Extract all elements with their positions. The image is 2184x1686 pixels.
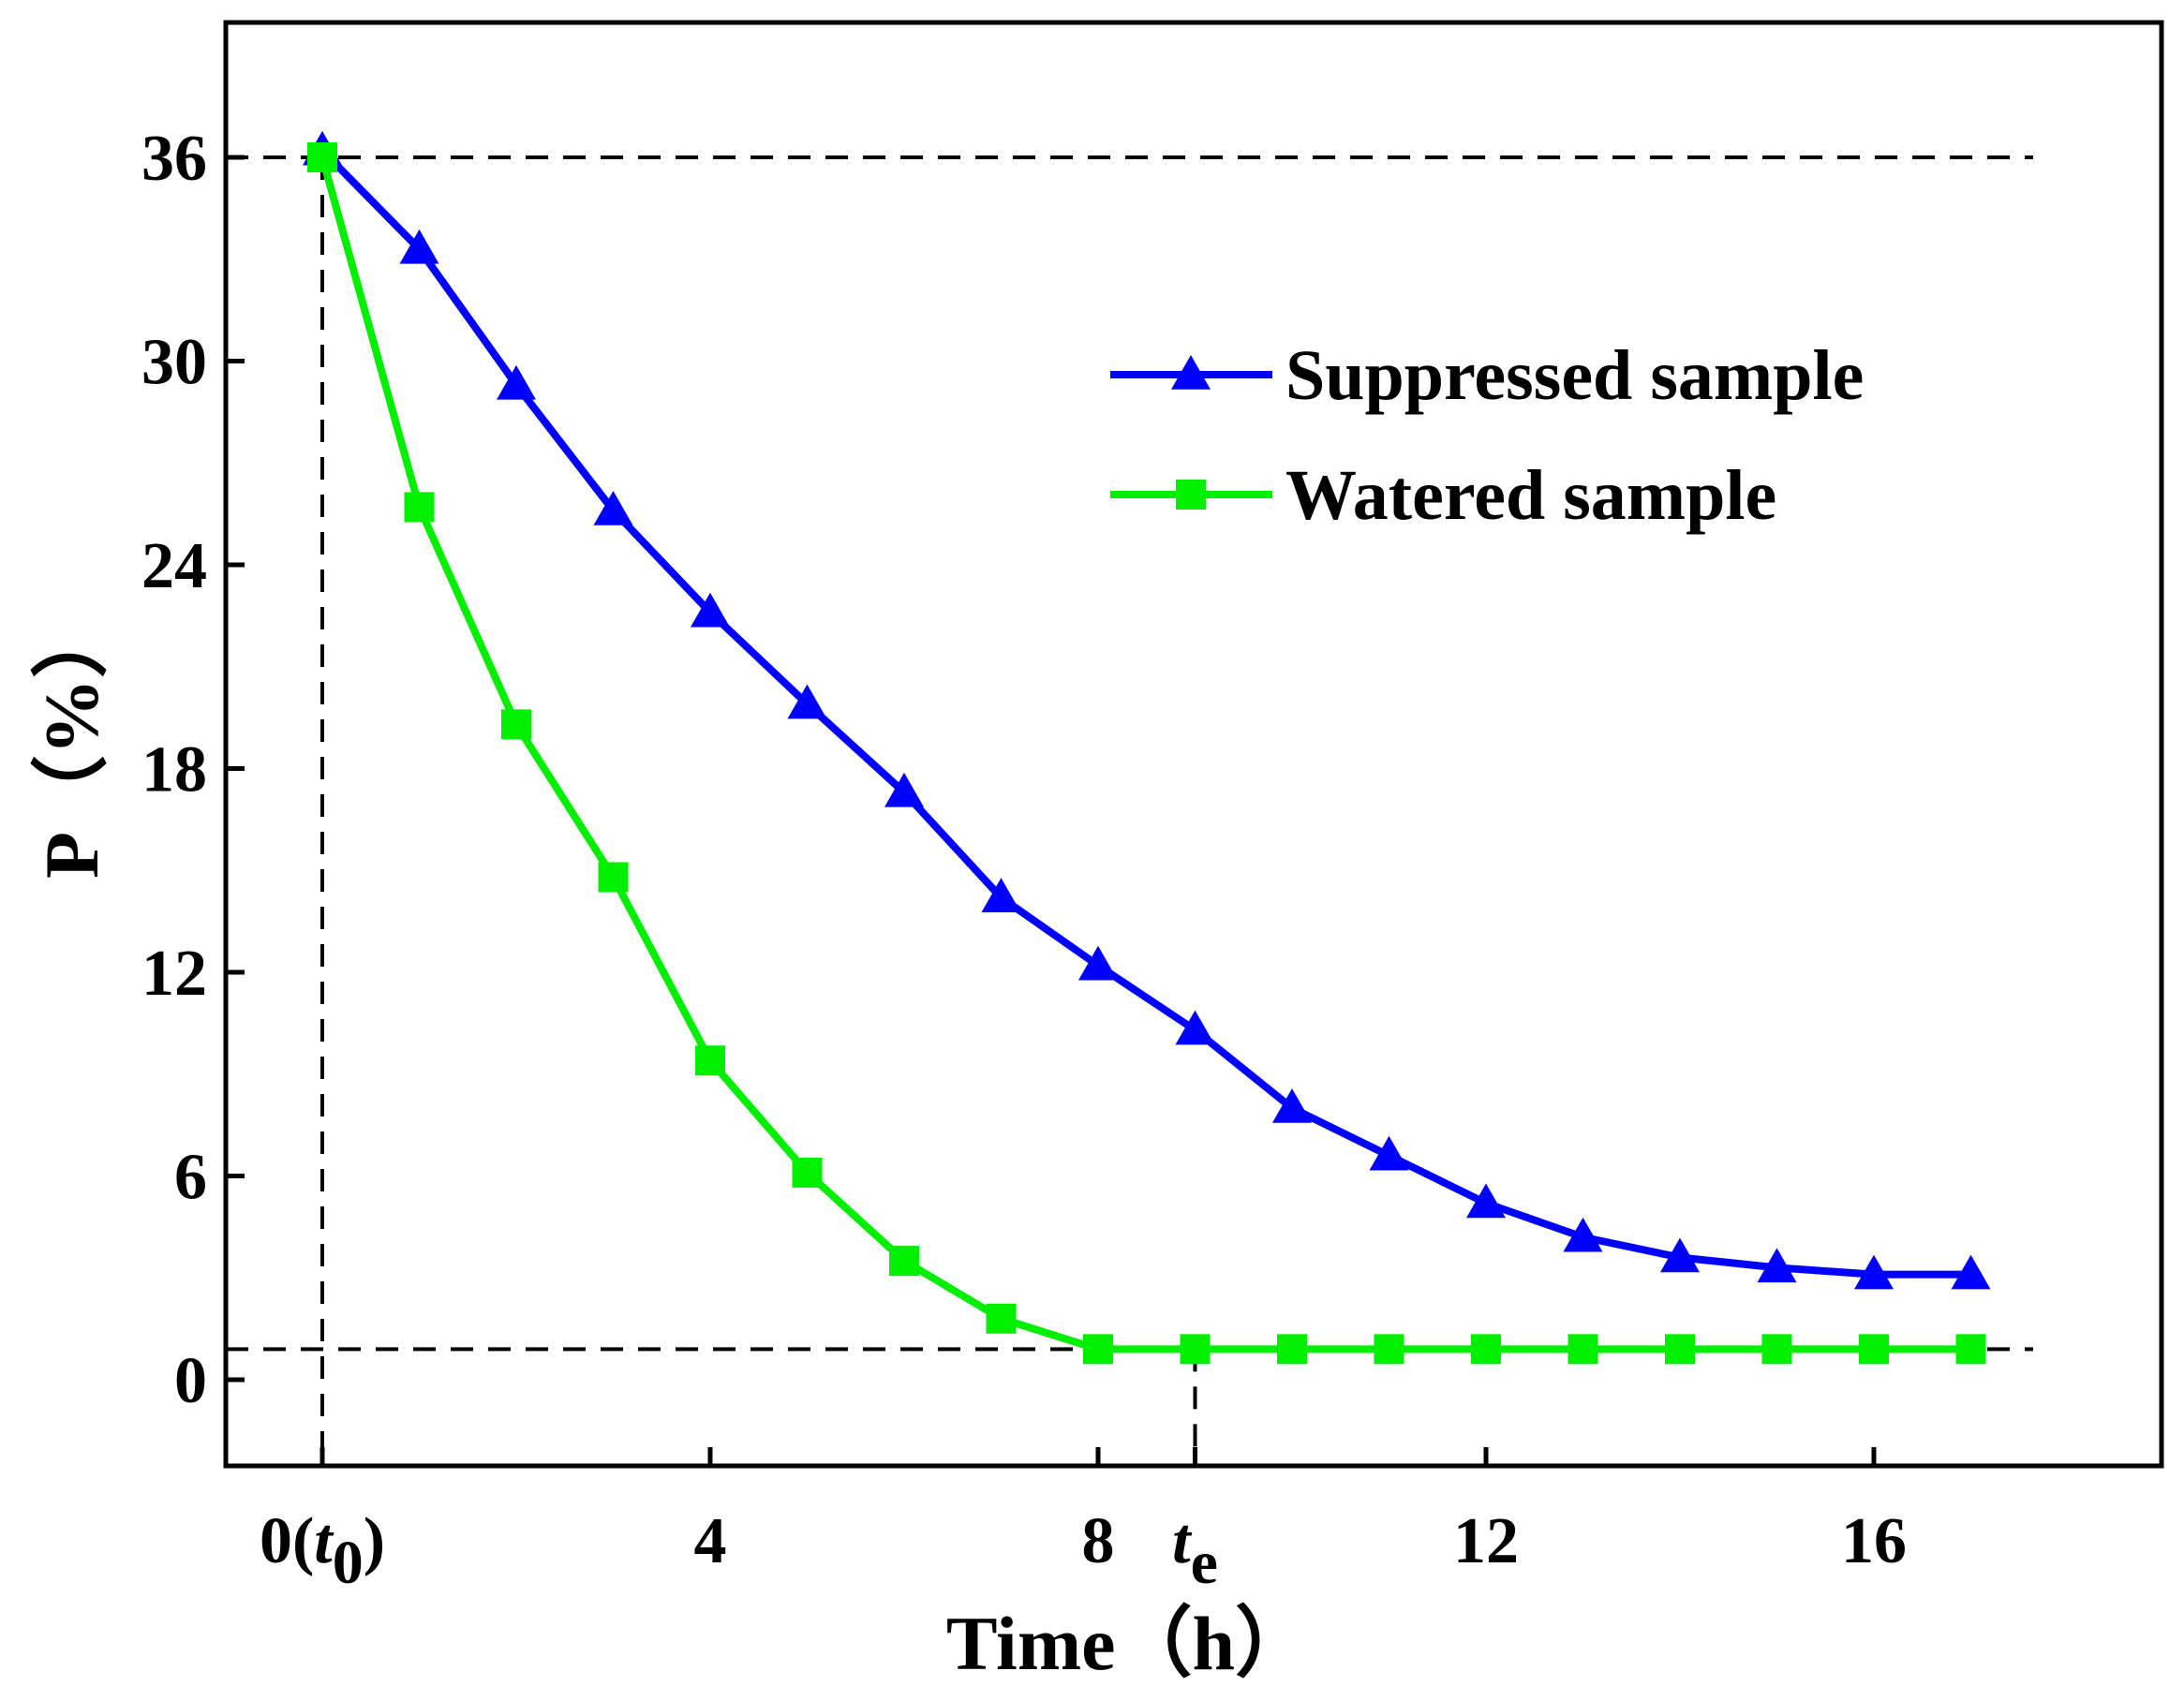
legend-item: Suppressed sample [1110, 336, 1864, 415]
data-point [1665, 1334, 1695, 1365]
x-tick-main: 16 [1841, 1505, 1907, 1577]
series-suppressed-sample [303, 130, 1991, 1290]
data-point [1951, 1254, 1991, 1290]
legend-swatch-marker [1171, 355, 1211, 390]
x-tick-main: 12 [1453, 1505, 1519, 1577]
x-tick-italic: t [314, 1505, 334, 1577]
y-tick-label: 6 [174, 1142, 207, 1214]
x-tick-main: 4 [694, 1505, 727, 1577]
data-point [1955, 1334, 1986, 1365]
data-point [787, 684, 827, 719]
data-point [1757, 1248, 1797, 1283]
data-point [889, 1246, 919, 1277]
series-layer [303, 130, 1991, 1365]
legend-item: Watered sample [1110, 456, 1776, 535]
data-point [1567, 1334, 1598, 1365]
x-tick-label: 12 [1453, 1505, 1519, 1577]
x-tick-close: ) [364, 1505, 385, 1577]
data-point [695, 1045, 725, 1076]
data-point [691, 592, 730, 628]
x-tick-main: 8 [1082, 1505, 1115, 1577]
y-tick-label: 0 [174, 1345, 207, 1417]
y-tick-label: 12 [141, 938, 207, 1010]
data-point [1761, 1334, 1792, 1365]
y-tick-label: 36 [141, 123, 207, 195]
series-line [319, 155, 1971, 1353]
data-point [1374, 1334, 1404, 1365]
data-point [1369, 1135, 1409, 1171]
data-point [497, 364, 536, 400]
data-point [1078, 945, 1118, 981]
x-tick-subscript: 0 [333, 1529, 364, 1597]
x-axis: 0(t0) 4 8 te 12 16 [260, 1447, 1907, 1597]
data-point [986, 1303, 1017, 1334]
x-tick-label: 16 [1841, 1505, 1907, 1577]
data-point [981, 878, 1021, 912]
data-point [598, 862, 629, 893]
plot-frame [223, 20, 2164, 1469]
data-point [1854, 1254, 1894, 1290]
data-point [1563, 1217, 1603, 1252]
y-axis-title: P（%） [29, 601, 114, 879]
data-point [404, 492, 435, 523]
y-tick-label: 30 [141, 327, 207, 399]
x-tick-subscript: e [1191, 1529, 1218, 1597]
data-point [884, 772, 924, 807]
legend-label: Suppressed sample [1285, 336, 1864, 415]
y-tick-label: 18 [141, 734, 207, 806]
y-axis: 0 6 12 18 24 30 36 [141, 123, 245, 1417]
data-point [1466, 1183, 1506, 1219]
data-point [1180, 1334, 1211, 1365]
data-point [1471, 1334, 1501, 1365]
data-point [1272, 1088, 1312, 1123]
x-tick-label: 4 [694, 1505, 727, 1577]
x-tick-italic: t [1172, 1505, 1193, 1577]
x-axis-title: Time（h） [946, 1601, 1312, 1686]
x-tick-label: te [1172, 1505, 1218, 1597]
data-point [1083, 1334, 1113, 1365]
series-watered-sample [307, 142, 1986, 1365]
x-tick-main: 0( [260, 1505, 314, 1577]
data-point [399, 229, 439, 264]
data-point [792, 1157, 823, 1188]
data-point [593, 491, 633, 525]
y-tick-label: 24 [141, 530, 207, 602]
data-point [1175, 1010, 1215, 1045]
series-line [319, 147, 1971, 1279]
data-point [1277, 1334, 1307, 1365]
x-tick-label: 0(t0) [260, 1505, 385, 1597]
data-point [307, 142, 337, 172]
data-point [1660, 1237, 1700, 1273]
data-point [501, 709, 531, 740]
data-point [1859, 1334, 1889, 1365]
legend-label: Watered sample [1285, 456, 1776, 535]
legend: Suppressed sample Watered sample [1110, 336, 1864, 535]
legend-swatch-marker [1176, 480, 1206, 510]
x-tick-label: 8 [1082, 1505, 1115, 1577]
